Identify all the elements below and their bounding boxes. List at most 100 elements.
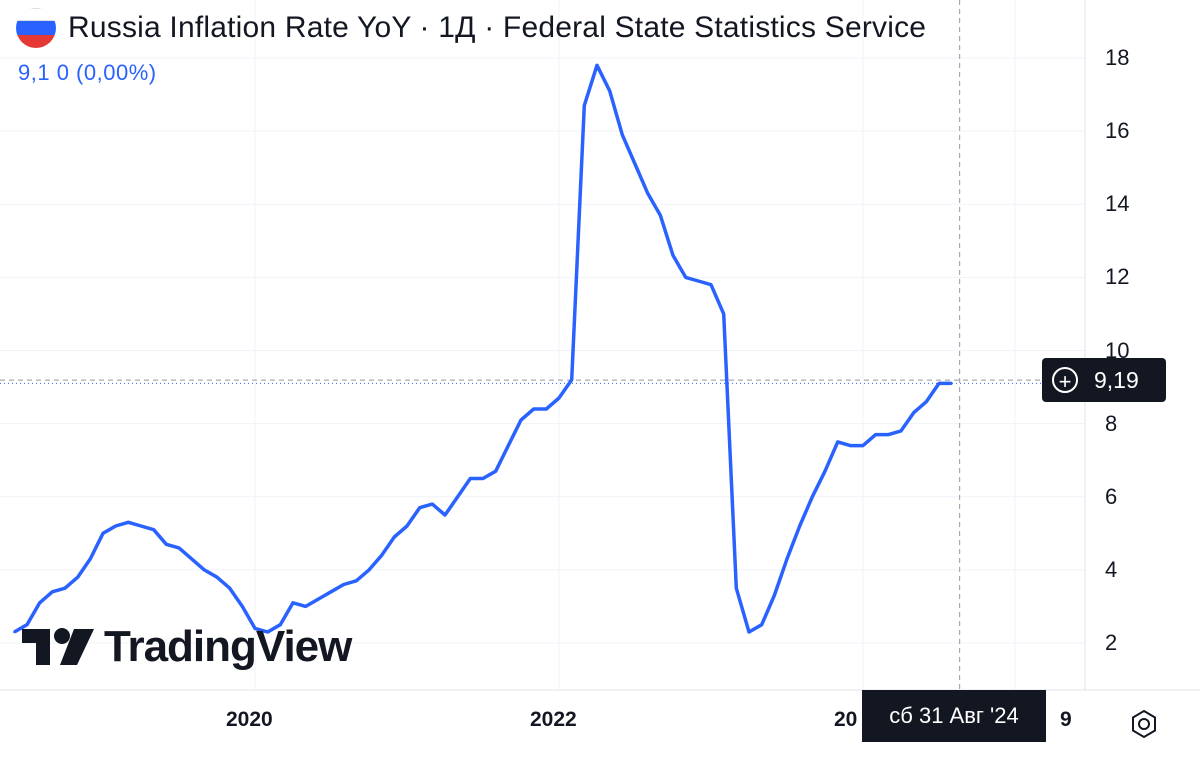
data-point <box>203 568 206 572</box>
plus-circle-icon[interactable]: + <box>1052 367 1078 394</box>
data-point <box>456 495 459 498</box>
data-point <box>811 495 814 498</box>
crosshair-date-label: сб 31 Авг '24 <box>862 690 1046 742</box>
x-tick-label: 2022 <box>530 708 577 731</box>
crosshair-price-label[interactable]: + 9,19 <box>1042 358 1166 402</box>
data-point <box>836 440 839 444</box>
data-point <box>266 630 269 634</box>
data-point <box>291 601 295 604</box>
data-point <box>89 557 92 561</box>
data-point <box>25 623 29 626</box>
x-tick-label: 9 <box>1060 708 1072 731</box>
data-point <box>849 444 852 447</box>
data-point <box>684 276 687 279</box>
y-tick-label: 2 <box>1105 630 1118 655</box>
data-point <box>925 400 928 403</box>
data-point <box>519 418 523 422</box>
data-point <box>545 407 548 411</box>
data-point <box>722 312 725 316</box>
data-point <box>101 532 105 535</box>
data-point <box>735 586 738 590</box>
data-point <box>190 557 193 561</box>
data-point <box>481 477 485 480</box>
tradingview-logo-icon <box>22 628 94 665</box>
tradingview-logo-text: TradingView <box>104 622 352 671</box>
data-point <box>583 104 586 107</box>
settings-icon[interactable] <box>1128 708 1160 740</box>
data-point <box>874 433 877 436</box>
series-line[interactable] <box>13 63 952 634</box>
data-point <box>773 594 776 597</box>
data-point <box>38 601 41 604</box>
data-point <box>671 254 675 257</box>
y-tick-label: 16 <box>1105 118 1130 144</box>
last-quote: 9,1 0 (0,00%) <box>18 60 157 85</box>
data-point <box>861 444 865 447</box>
data-point <box>380 554 383 557</box>
data-point <box>253 627 257 630</box>
data-point <box>532 407 535 411</box>
data-point <box>418 506 421 509</box>
tradingview-logo[interactable]: TradingView <box>22 622 352 672</box>
data-point <box>13 630 16 634</box>
chart-title: Russia Inflation Rate YoY · 1Д · Federal… <box>68 11 927 44</box>
data-point <box>431 502 434 506</box>
data-point <box>355 579 358 583</box>
y-tick-label: 6 <box>1105 483 1118 509</box>
data-point <box>899 429 903 433</box>
data-point <box>595 64 599 67</box>
data-point <box>659 214 662 217</box>
y-tick-label: 14 <box>1105 191 1130 217</box>
data-point <box>621 133 624 136</box>
data-point <box>697 279 700 283</box>
data-point <box>228 586 231 590</box>
data-point <box>367 568 371 572</box>
data-point <box>393 535 396 539</box>
data-point <box>329 590 333 594</box>
chart-header: Russia Inflation Rate YoY · 1Д · Federal… <box>16 8 926 48</box>
data-point <box>469 477 472 480</box>
russia-flag-icon <box>16 8 56 48</box>
data-point <box>709 283 713 286</box>
data-point <box>760 623 763 626</box>
x-tick-label: 2020 <box>226 708 273 731</box>
data-point <box>279 623 282 626</box>
y-tick-label: 4 <box>1105 556 1118 582</box>
data-point <box>443 513 447 517</box>
data-point <box>177 546 181 550</box>
data-point <box>608 89 611 93</box>
data-point <box>557 396 561 400</box>
data-point <box>887 433 890 436</box>
data-point <box>342 583 345 586</box>
data-point <box>633 162 637 166</box>
y-tick-label: 18 <box>1105 45 1130 70</box>
data-point <box>317 597 320 601</box>
data-point <box>63 586 67 590</box>
data-point <box>646 192 649 195</box>
data-point <box>937 382 941 385</box>
data-point <box>494 469 497 473</box>
data-point <box>747 630 751 634</box>
data-point <box>304 605 307 608</box>
y-tick-label: 8 <box>1105 410 1118 436</box>
data-point <box>405 524 409 528</box>
crosshair-price-value: 9,19 <box>1094 366 1139 393</box>
data-point <box>165 543 168 546</box>
x-tick-label: 20 <box>834 708 858 731</box>
data-point <box>76 575 79 579</box>
data-point <box>51 590 54 594</box>
data-point <box>215 575 219 579</box>
data-point <box>114 524 117 528</box>
data-point <box>785 557 789 561</box>
data-point <box>127 521 130 524</box>
data-point <box>507 444 510 447</box>
data-point <box>912 411 915 414</box>
data-point <box>152 528 155 531</box>
data-point <box>139 524 143 528</box>
y-tick-label: 12 <box>1105 264 1130 290</box>
data-point <box>823 469 827 473</box>
data-point <box>241 605 244 608</box>
data-point <box>950 382 953 385</box>
data-point <box>570 378 573 381</box>
data-point <box>798 524 801 528</box>
